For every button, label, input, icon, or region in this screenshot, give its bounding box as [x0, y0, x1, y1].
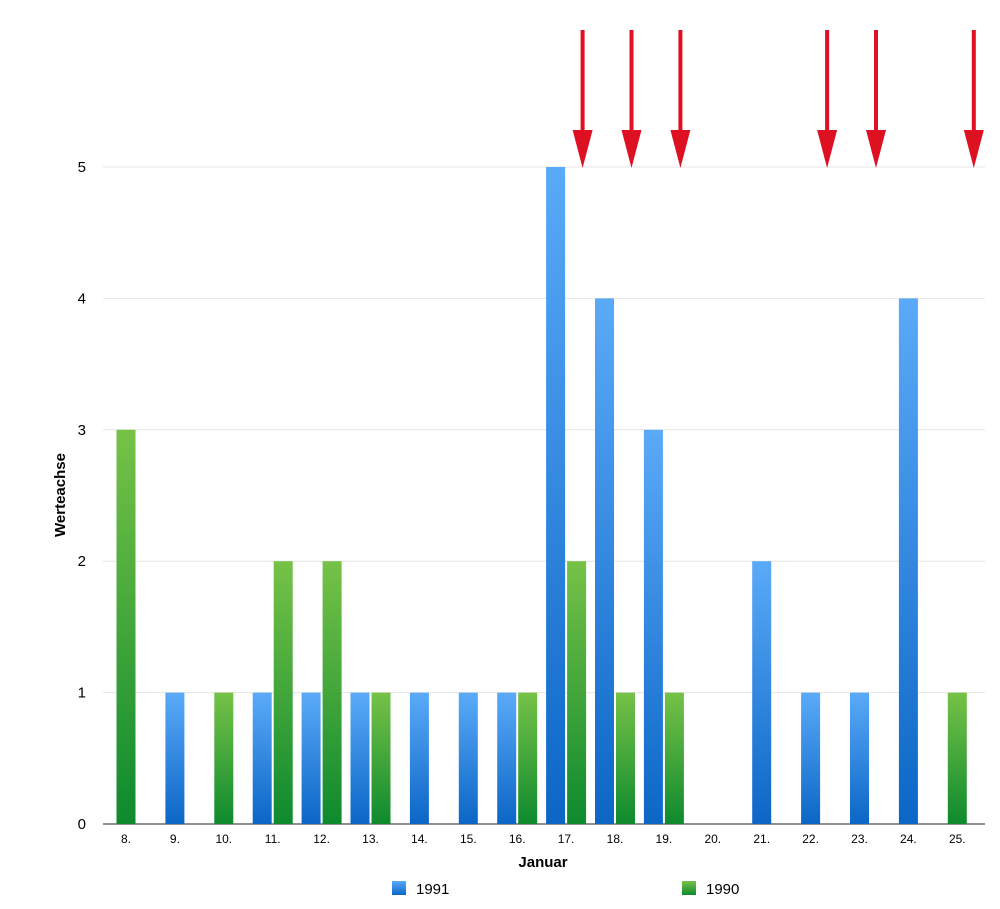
y-tick-label: 3: [78, 422, 86, 439]
legend-item-1990: 1990: [682, 881, 739, 898]
y-tick-label: 1: [78, 685, 86, 702]
arrow-23: [866, 30, 886, 168]
legend-swatch: [392, 881, 406, 895]
legend: 1991 1990: [392, 881, 739, 898]
annotation-arrows: [572, 30, 984, 168]
bar-1991-21: [752, 561, 772, 824]
y-tick-label: 4: [78, 290, 86, 307]
bar-1990-25: [947, 692, 967, 824]
y-tick-label: 0: [78, 816, 86, 833]
bar-1991-18: [595, 298, 614, 824]
x-axis-title: Januar: [518, 854, 567, 871]
bar-1990-16: [518, 692, 538, 824]
x-tick-label: 15.: [460, 832, 477, 846]
x-tick-label: 20.: [704, 832, 721, 846]
bar-1991-13: [350, 692, 370, 824]
bar-1991-23: [850, 692, 869, 824]
axis-ticks: 0 1 2 3 4 5 8. 9. 10. 11. 12. 13. 14. 15. 16. 17. 18. 19.…: [78, 159, 966, 846]
legend-item-1991: 1991: [392, 881, 449, 898]
x-tick-label: 22.: [802, 832, 819, 846]
y-axis-title: Werteachse: [52, 453, 69, 537]
bar-1990-11: [273, 561, 293, 824]
x-tick-label: 23.: [851, 832, 868, 846]
x-tick-label: 18.: [607, 832, 624, 846]
bar-1990-19: [664, 692, 684, 824]
bar-1991-12: [301, 692, 321, 824]
arrow-19: [670, 30, 691, 168]
x-tick-label: 16.: [509, 832, 526, 846]
arrow-25: [963, 30, 984, 168]
bar-1990-17: [567, 561, 587, 824]
bar-1990-12: [322, 561, 342, 824]
x-tick-label: 8.: [121, 832, 131, 846]
bar-1991-14: [409, 692, 429, 824]
bar-1991-19: [643, 429, 663, 824]
x-tick-label: 11.: [265, 832, 281, 846]
x-tick-label: 12.: [313, 832, 330, 846]
bar-1991-24: [898, 298, 918, 824]
bar-1991-16: [497, 692, 517, 824]
bar-1991-9: [165, 692, 185, 824]
y-tick-label: 5: [78, 159, 86, 176]
arrow-17: [572, 30, 593, 168]
x-tick-label: 19.: [656, 832, 673, 846]
bars: [116, 167, 967, 824]
x-tick-label: 13.: [362, 832, 379, 846]
legend-label: 1991: [416, 881, 449, 898]
x-tick-label: 21.: [753, 832, 770, 846]
x-tick-label: 10.: [215, 832, 232, 846]
arrow-22: [817, 30, 838, 168]
bar-1990-10: [214, 692, 234, 824]
x-tick-label: 14.: [411, 832, 428, 846]
x-tick-label: 9.: [170, 832, 180, 846]
x-tick-label: 24.: [900, 832, 917, 846]
x-tick-label: 25.: [949, 832, 966, 846]
bar-1991-22: [801, 692, 821, 824]
bar-1990-13: [371, 692, 391, 824]
bar-1990-18: [616, 692, 635, 824]
x-tick-label: 17.: [558, 832, 575, 846]
bar-1990-8: [116, 429, 136, 824]
legend-label: 1990: [706, 881, 739, 898]
gridlines: [103, 166, 985, 825]
y-tick-label: 2: [78, 553, 86, 570]
bar-1991-15: [458, 692, 478, 824]
bar-1991-17: [546, 167, 566, 824]
arrow-18: [621, 30, 642, 168]
legend-swatch: [682, 881, 696, 895]
bar-1991-11: [252, 692, 272, 824]
